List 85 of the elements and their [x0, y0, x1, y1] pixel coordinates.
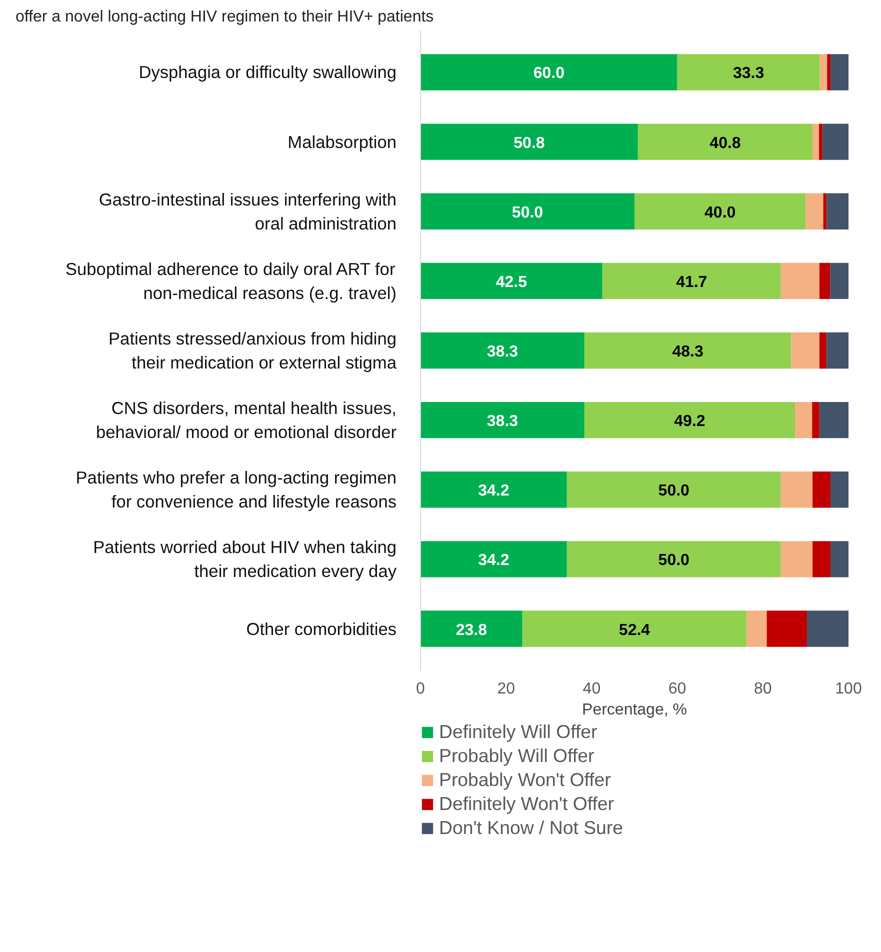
data-label: 52.4: [618, 622, 650, 639]
x-tick-label: 80: [754, 680, 772, 698]
bar: [584, 332, 792, 369]
bar: [826, 193, 848, 230]
bar: [420, 262, 602, 300]
y-tick-label: Other comorbidities: [246, 618, 397, 639]
y-tick-label: Gastro-intestinal issues interfering with oral administration: [98, 189, 397, 234]
bar: [826, 332, 848, 369]
y-tick-label: Patients stressed/anxious from hiding their medication or external stigma: [108, 328, 397, 372]
data-label: 41.7: [676, 274, 708, 291]
bar: [634, 193, 806, 230]
bar: [806, 610, 848, 647]
bar: [812, 472, 831, 508]
bar: [420, 124, 638, 160]
y-tick-label: CNS disorders, mental health issues, behavioral/ mood or emotional disorder: [96, 398, 397, 442]
bar: [566, 472, 781, 508]
bar: [420, 610, 522, 647]
data-label: 50.0: [512, 204, 544, 222]
y-tick-label: Patients worried about HIV when taking their medication every day: [93, 537, 397, 582]
bar: [766, 610, 807, 647]
data-label: 50.0: [658, 552, 690, 570]
bar: [795, 402, 812, 438]
data-label: 60.0: [533, 65, 565, 82]
bar: [420, 332, 584, 369]
x-tick-label: 60: [668, 680, 686, 698]
legend-label: Probably Won't Offer: [439, 769, 611, 791]
data-label: 38.3: [486, 344, 518, 360]
data-label: 49.2: [674, 413, 706, 430]
bar: [420, 541, 567, 578]
data-label: 40.0: [704, 204, 736, 222]
bar: [823, 193, 827, 230]
bar: [812, 402, 820, 438]
bar: [746, 610, 767, 647]
bar: [812, 124, 819, 160]
bar: [522, 610, 747, 647]
bar: [830, 262, 848, 300]
bar: [830, 472, 848, 508]
legend-label: Don't Know / Not Sure: [439, 817, 623, 839]
y-tick-label: Malabsorption: [288, 132, 396, 152]
bar: [420, 472, 567, 508]
data-label: 34.2: [478, 482, 510, 500]
x-tick-label: 0: [416, 680, 426, 698]
legend-label: Definitely Will Offer: [439, 721, 598, 743]
text: offer a novel long-acting HIV regimen to their HIV+ patients: [16, 8, 434, 26]
data-label: 34.2: [478, 552, 510, 570]
x-axis-title: Percentage, %: [582, 702, 687, 718]
bar: [827, 54, 831, 90]
data-label: 40.8: [710, 134, 741, 152]
bar: [819, 262, 830, 300]
bar: [820, 54, 828, 90]
data-label: 50.0: [658, 482, 690, 500]
x-tick-label: 20: [497, 680, 516, 698]
bar: [830, 541, 848, 578]
bar: [812, 541, 831, 578]
bar: [420, 54, 678, 90]
bar: [819, 332, 827, 369]
y-tick-label: Suboptimal adherence to daily oral ART for non-medical reasons (e.g. travel): [65, 258, 397, 303]
bar: [638, 124, 813, 160]
data-label: 33.3: [732, 65, 764, 82]
bar: [420, 402, 584, 438]
bar: [602, 262, 781, 300]
x-tick-label: 40: [582, 680, 601, 698]
bar: [677, 54, 820, 90]
bar: [420, 193, 634, 230]
legend-label: Probably Will Offer: [439, 745, 594, 767]
legend-label: Definitely Won't Offer: [439, 793, 614, 815]
bar: [566, 541, 781, 578]
y-tick-label: Patients who prefer a long-acting regimen for convenience and lifestyle reasons: [76, 468, 397, 512]
bar: [806, 193, 824, 230]
bar: [830, 54, 848, 90]
data-label: 23.8: [456, 622, 488, 639]
y-tick-label: Dysphagia or difficulty swallowing: [138, 62, 397, 82]
x-tick-label: 100: [835, 680, 862, 698]
bar: [818, 124, 822, 160]
bar: [584, 402, 795, 438]
bar: [780, 541, 813, 578]
data-label: 42.5: [496, 274, 528, 291]
data-label: 50.8: [514, 134, 545, 152]
bar: [819, 402, 848, 438]
bar: [780, 472, 813, 508]
data-label: 48.3: [672, 344, 704, 360]
bar: [822, 124, 848, 160]
bar: [791, 332, 820, 369]
data-label: 38.3: [486, 413, 518, 430]
bar: [780, 262, 820, 300]
